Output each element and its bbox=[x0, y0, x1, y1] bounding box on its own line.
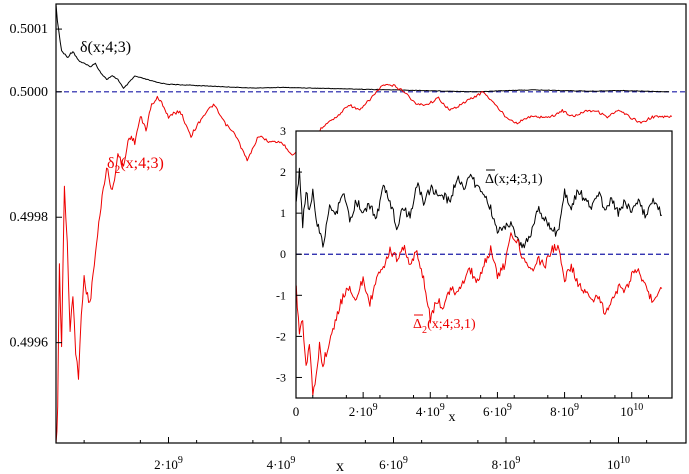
x-tick-label-sep: · bbox=[355, 404, 359, 419]
x-tick-label: 0 bbox=[293, 404, 300, 419]
x-tick-label-exp: 10 bbox=[633, 402, 643, 413]
plot-frame bbox=[55, 3, 687, 444]
x-tick-label: 6·109 bbox=[483, 402, 512, 419]
inset-chart: 0 2·109 4·109 6·109 8·109 1010-3-2-10123xΔ(x;… bbox=[276, 124, 673, 425]
series-label-rest: (x;4;3,1) bbox=[427, 317, 476, 332]
x-tick-label: 1010 bbox=[620, 402, 643, 419]
series-label-0: δ(x;4;3) bbox=[80, 39, 131, 56]
x-tick-label-base: 10 bbox=[502, 457, 515, 472]
x-tick-label-sep: · bbox=[490, 404, 494, 419]
x-tick-label-base: 10 bbox=[360, 404, 373, 419]
x-tick-label-exp: 10 bbox=[620, 455, 630, 466]
x-tick-label-mant: 2 bbox=[154, 457, 161, 472]
series-label-rest: (x;4;3) bbox=[120, 155, 164, 172]
plot-frame bbox=[295, 130, 673, 399]
main-chart: 2·109 4·109 6·109 8·109 10100.49960.49980.50… bbox=[10, 3, 687, 474]
x-axis-label: x bbox=[449, 410, 456, 425]
series-label-main: Δ bbox=[413, 317, 422, 332]
y-tick-label: 0.5001 bbox=[10, 22, 49, 37]
x-tick-label-sep: · bbox=[498, 457, 502, 472]
series-label-sub: 2 bbox=[115, 164, 121, 176]
x-tick-label-exp: 9 bbox=[440, 402, 445, 413]
x-tick-label-sep: · bbox=[386, 457, 390, 472]
x-tick-label: 8·109 bbox=[492, 455, 521, 472]
series-label-sub: 2 bbox=[422, 325, 427, 336]
x-tick-label-base: 10 bbox=[390, 457, 403, 472]
x-tick-label-sep: · bbox=[422, 404, 426, 419]
y-tick-label: 1 bbox=[280, 206, 286, 220]
x-tick-label-mant: 6 bbox=[483, 404, 490, 419]
y-tick-label: 0.5000 bbox=[10, 85, 49, 100]
x-tick-label-mant: 8 bbox=[492, 457, 499, 472]
x-tick-label-base: 10 bbox=[165, 457, 178, 472]
x-tick-label: 2·109 bbox=[349, 402, 378, 419]
x-tick-label-exp: 9 bbox=[515, 455, 520, 466]
x-tick-label-base: 10 bbox=[277, 457, 290, 472]
x-tick-label-sep: · bbox=[273, 457, 277, 472]
x-tick-label-mant: 6 bbox=[379, 457, 386, 472]
y-tick-label: 0.4998 bbox=[10, 210, 49, 225]
series-line-1 bbox=[55, 83, 673, 443]
x-tick-label-exp: 9 bbox=[574, 402, 579, 413]
x-tick-label: 8·109 bbox=[550, 402, 579, 419]
y-tick-label: 3 bbox=[280, 124, 286, 138]
x-tick-label-mant: 8 bbox=[550, 404, 557, 419]
x-tick-label-sep: · bbox=[557, 404, 561, 419]
x-tick-label-mant: 0 bbox=[293, 404, 300, 419]
x-tick-label-mant: 2 bbox=[349, 404, 356, 419]
x-tick-label-base: 10 bbox=[427, 404, 440, 419]
x-tick-label-exp: 9 bbox=[373, 402, 378, 413]
x-tick-label-exp: 9 bbox=[507, 402, 512, 413]
series-line-0 bbox=[55, 5, 670, 93]
y-tick-label: 2 bbox=[280, 165, 286, 179]
series-label-main: Δ bbox=[485, 172, 494, 187]
x-tick-label-base: 10 bbox=[494, 404, 507, 419]
x-tick-label-base: 10 bbox=[620, 404, 633, 419]
x-tick-label: 4·109 bbox=[416, 402, 445, 419]
series-line-1 bbox=[295, 232, 663, 396]
x-tick-label-base: 10 bbox=[561, 404, 574, 419]
y-tick-label: -3 bbox=[276, 370, 286, 384]
y-tick-label: 0 bbox=[280, 247, 286, 261]
x-tick-label-exp: 9 bbox=[290, 455, 295, 466]
series-label-main: δ bbox=[80, 39, 88, 56]
x-tick-label: 4·109 bbox=[267, 455, 296, 472]
y-tick-label: 0.4996 bbox=[10, 336, 49, 351]
x-tick-label-exp: 9 bbox=[403, 455, 408, 466]
x-tick-label-exp: 9 bbox=[178, 455, 183, 466]
x-tick-label: 6·109 bbox=[379, 455, 408, 472]
series-label-main: δ bbox=[107, 155, 115, 172]
x-tick-label-base: 10 bbox=[607, 457, 620, 472]
series-label-0: Δ(x;4;3,1) bbox=[485, 172, 543, 187]
x-tick-label: 1010 bbox=[607, 455, 630, 472]
y-tick-label: -2 bbox=[276, 329, 286, 343]
series-line-0 bbox=[295, 167, 663, 249]
x-tick-label: 2·109 bbox=[154, 455, 183, 472]
y-tick-label: -1 bbox=[276, 288, 286, 302]
x-axis-label: x bbox=[336, 458, 344, 474]
x-tick-label-mant: 4 bbox=[416, 404, 423, 419]
series-label-rest: (x;4;3) bbox=[88, 39, 132, 56]
series-label-1: Δ2(x;4;3,1) bbox=[413, 317, 476, 336]
x-tick-label-sep: · bbox=[161, 457, 165, 472]
x-tick-label-mant: 4 bbox=[267, 457, 274, 472]
series-label-rest: (x;4;3,1) bbox=[494, 172, 543, 187]
series-label-1: δ2(x;4;3) bbox=[107, 155, 164, 176]
